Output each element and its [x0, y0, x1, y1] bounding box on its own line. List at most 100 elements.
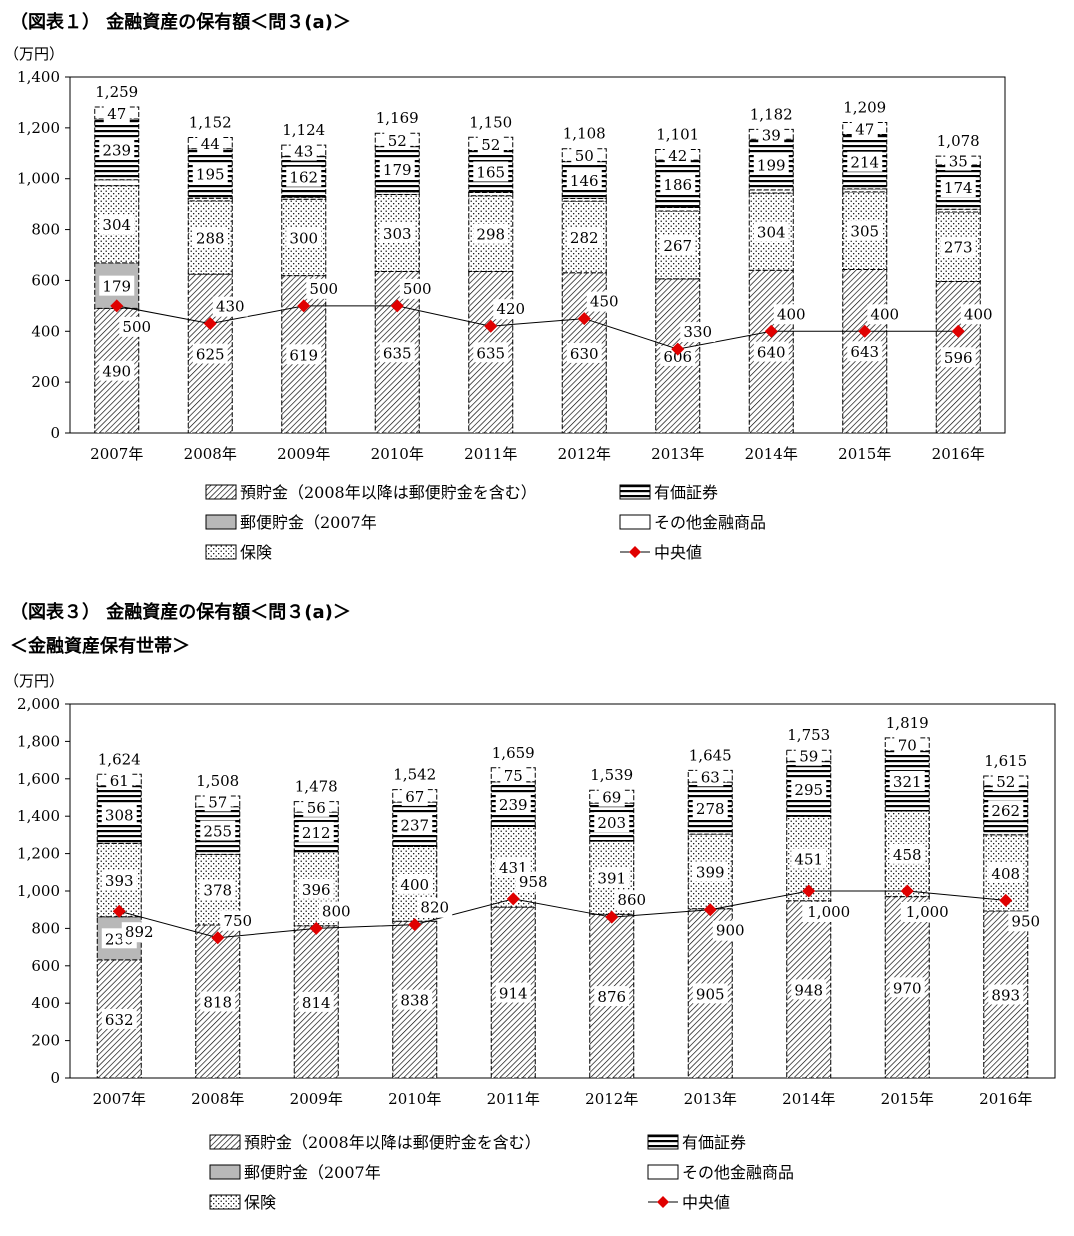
data-label-bg [379, 159, 415, 180]
median-label-bg [960, 304, 996, 325]
data-label: 408 [991, 865, 1020, 883]
legend-label: 預貯金（2008年以降は郵便貯金を含む） [244, 1133, 541, 1152]
median-label-bg [493, 299, 529, 320]
x-tick-label: 2014年 [782, 1090, 835, 1108]
legend-label: 有価証券 [654, 483, 718, 502]
data-label-bg [664, 144, 691, 165]
total-label: 1,615 [984, 752, 1027, 770]
x-tick-label: 2009年 [290, 1090, 343, 1108]
x-tick-label: 2008年 [184, 445, 237, 463]
data-label-bg [566, 226, 602, 247]
data-label-bg [384, 129, 411, 150]
data-label: 262 [991, 802, 1020, 820]
total-label: 1,819 [886, 714, 929, 732]
total-label: 1,753 [787, 726, 830, 744]
y-tick-label: 1,000 [17, 882, 60, 900]
data-label-bg [204, 791, 231, 812]
data-label: 214 [850, 154, 879, 172]
median-label: 500 [403, 280, 432, 298]
x-tick-label: 2013年 [684, 1090, 737, 1108]
total-label: 1,101 [656, 125, 699, 143]
total-label: 1,478 [295, 778, 338, 796]
median-label: 400 [870, 305, 899, 323]
data-label: 905 [696, 985, 725, 1003]
data-label-bg [200, 820, 236, 841]
data-label: 640 [757, 344, 786, 362]
data-label: 237 [400, 816, 429, 834]
data-label: 635 [383, 344, 412, 362]
legend-swatch [209, 1134, 241, 1150]
data-label: 39 [762, 126, 781, 144]
data-label-bg [697, 766, 724, 787]
data-label-bg [758, 124, 785, 145]
data-label-bg [397, 873, 433, 894]
total-label: 1,645 [689, 746, 732, 764]
total-label: 1,124 [282, 121, 325, 139]
legend-swatch [619, 484, 651, 500]
data-label-bg [495, 794, 531, 815]
y-tick-label: 400 [31, 322, 60, 340]
data-label: 300 [289, 229, 318, 247]
y-axis-label: （万円） [4, 45, 64, 63]
y-tick-label: 1,600 [17, 770, 60, 788]
data-label: 67 [405, 788, 424, 806]
data-label-bg [298, 821, 334, 842]
data-label-bg [477, 133, 504, 154]
y-tick-label: 1,200 [17, 845, 60, 863]
data-label: 619 [289, 346, 318, 364]
median-label: 1,000 [807, 903, 850, 921]
data-label-bg [851, 118, 878, 139]
data-label: 399 [696, 863, 725, 881]
data-label-bg [889, 843, 925, 864]
data-label-bg [99, 275, 135, 296]
data-label: 378 [203, 882, 232, 900]
legend-marker [629, 546, 641, 558]
data-label-bg [298, 991, 334, 1012]
data-label-bg [397, 989, 433, 1010]
data-label-bg [594, 867, 630, 888]
data-label: 814 [302, 994, 331, 1012]
median-label: 450 [590, 293, 619, 311]
data-label: 44 [201, 135, 220, 153]
data-label: 47 [107, 105, 126, 123]
x-tick-label: 2011年 [487, 1090, 540, 1108]
figure3-title: （図表３） 金融資産の保有額＜問３(a)＞ [10, 602, 351, 623]
data-label-bg [753, 221, 789, 242]
data-label: 212 [302, 824, 331, 842]
data-label: 52 [481, 136, 500, 154]
total-label: 1,152 [189, 114, 232, 132]
data-label: 838 [400, 992, 429, 1010]
data-label-bg [106, 770, 133, 791]
y-tick-label: 800 [31, 221, 60, 239]
data-label: 50 [575, 147, 594, 165]
legend-label: 有価証券 [682, 1133, 746, 1152]
data-label-bg [791, 979, 827, 1000]
data-label: 288 [196, 229, 225, 247]
legend-label: 郵便貯金（2007年 [240, 513, 377, 532]
data-label-bg [795, 745, 822, 766]
median-marker [309, 921, 323, 935]
median-label-bg [212, 296, 248, 317]
y-tick-label: 200 [31, 373, 60, 391]
legend-label: その他金融商品 [682, 1163, 794, 1182]
total-label: 1,508 [196, 772, 239, 790]
y-tick-label: 600 [31, 271, 60, 289]
data-label-bg [660, 234, 696, 255]
data-label-bg [298, 878, 334, 899]
x-tick-label: 2014年 [745, 445, 798, 463]
median-marker [858, 324, 872, 338]
data-label: 308 [105, 807, 134, 825]
data-label-bg [379, 223, 415, 244]
data-label-bg [692, 983, 728, 1004]
bar-segment [655, 206, 701, 212]
data-label: 321 [893, 773, 922, 791]
bar-segment [94, 179, 140, 187]
data-label: 391 [597, 870, 626, 888]
data-label: 267 [663, 237, 692, 255]
data-label-bg [594, 812, 630, 833]
legend-swatch [619, 514, 651, 530]
total-label: 1,150 [469, 113, 512, 131]
data-label-bg [988, 984, 1024, 1005]
x-tick-label: 2008年 [191, 1090, 244, 1108]
data-label: 52 [996, 773, 1015, 791]
